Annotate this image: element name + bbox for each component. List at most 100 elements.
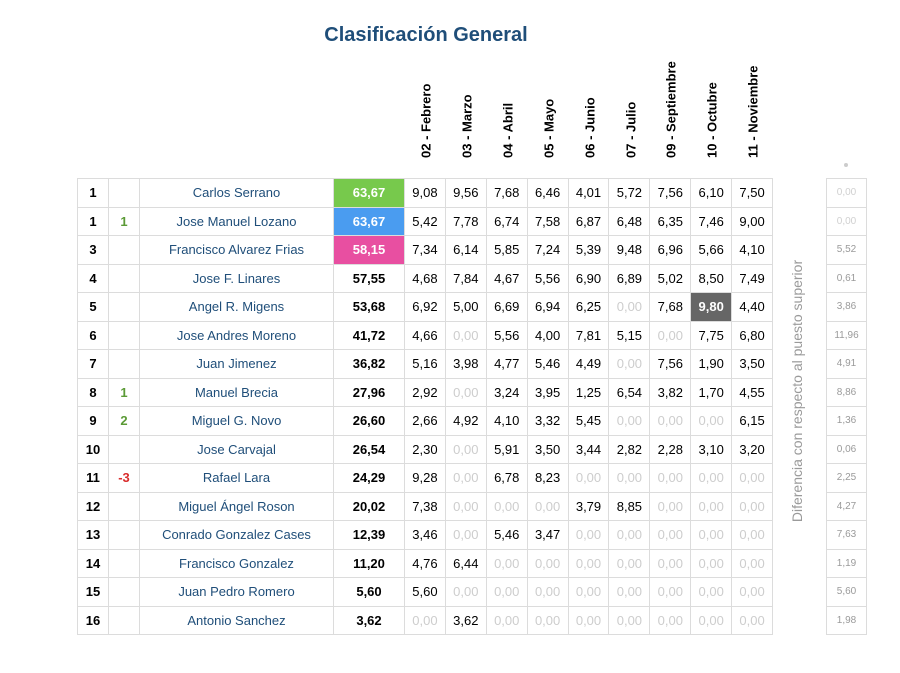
round-score: 6,94	[526, 292, 569, 322]
table-row: 15 Juan Pedro Romero 5,60 5,60 0,00 0,00 0,00 0…	[77, 577, 774, 607]
round-score: 5,45	[567, 406, 610, 436]
diff-value: 11,96	[826, 320, 867, 350]
round-score: 2,30	[404, 434, 446, 464]
player-name: Jose Carvajal	[139, 434, 334, 464]
change-cell: 1	[108, 206, 140, 236]
position-cell: 13	[77, 520, 109, 550]
round-score: 3,10	[690, 434, 733, 464]
total-score: 24,29	[333, 463, 405, 493]
player-name: Juan Pedro Romero	[139, 577, 334, 607]
round-score: 0,00	[731, 548, 774, 578]
table-row: 11 -3 Rafael Lara 24,29 9,28 0,00 6,78 8,23 0,00…	[77, 463, 774, 493]
table-row: 10 Jose Carvajal 26,54 2,30 0,00 5,91 3,50 3,44…	[77, 434, 774, 464]
position-cell: 5	[77, 292, 109, 322]
round-score: 7,75	[690, 320, 733, 350]
round-score: 9,00	[731, 206, 774, 236]
round-score: 7,58	[526, 206, 569, 236]
round-score: 4,10	[731, 235, 774, 265]
round-score: 3,79	[567, 491, 610, 521]
position-cell: 4	[77, 263, 109, 293]
round-score: 0,00	[649, 406, 692, 436]
round-score: 4,49	[567, 349, 610, 379]
position-cell: 9	[77, 406, 109, 436]
table-row: 12 Miguel Ángel Roson 20,02 7,38 0,00 0,00 0,0…	[77, 491, 774, 521]
table-row: 3 Francisco Alvarez Frias 58,15 7,34 6,14 5,8…	[77, 235, 774, 265]
round-score: 0,00	[567, 520, 610, 550]
round-score: 0,00	[608, 520, 651, 550]
round-score: 5,66	[690, 235, 733, 265]
round-score: 2,66	[404, 406, 446, 436]
round-score: 3,95	[526, 377, 569, 407]
diff-row: 8,86	[826, 377, 867, 407]
round-score: 0,00	[690, 548, 733, 578]
diff-value: 0,00	[826, 178, 867, 208]
round-score: 0,00	[485, 605, 528, 635]
change-cell	[108, 292, 140, 322]
round-score: 5,15	[608, 320, 651, 350]
round-score: 0,00	[444, 463, 487, 493]
round-score: 0,00	[444, 491, 487, 521]
round-score: 6,87	[567, 206, 610, 236]
round-score: 0,00	[690, 491, 733, 521]
page-title: Clasificación General	[324, 24, 528, 46]
round-score: 7,78	[444, 206, 487, 236]
round-score: 6,69	[485, 292, 528, 322]
total-score: 41,72	[333, 320, 405, 350]
round-header-label: 07 - Julio	[623, 101, 638, 158]
round-score: 2,82	[608, 434, 651, 464]
diff-value: 7,63	[826, 520, 867, 550]
round-header-label: 04 - Abril	[500, 102, 516, 158]
round-header-label: 10 - Octubre	[704, 82, 720, 158]
position-cell: 7	[77, 349, 109, 379]
round-header: 02 - Febrero	[406, 60, 446, 175]
diff-row: 7,63	[826, 520, 867, 550]
round-score: 5,39	[567, 235, 610, 265]
diff-row: 2,25	[826, 463, 867, 493]
table-row: 4 Jose F. Linares 57,55 4,68 7,84 4,67 5,56 6,9…	[77, 263, 774, 293]
round-score: 0,00	[608, 577, 651, 607]
round-score: 6,25	[567, 292, 610, 322]
diff-row: 1,19	[826, 548, 867, 578]
round-score: 0,00	[690, 463, 733, 493]
player-name: Antonio Sanchez	[139, 605, 334, 635]
player-name: Carlos Serrano	[139, 178, 334, 208]
round-score: 4,92	[444, 406, 487, 436]
round-score: 7,24	[526, 235, 569, 265]
player-name: Juan Jimenez	[139, 349, 334, 379]
round-score: 0,00	[444, 577, 487, 607]
table-row: 16 Antonio Sanchez 3,62 0,00 3,62 0,00 0,00 0,0…	[77, 605, 774, 635]
total-score: 26,54	[333, 434, 405, 464]
round-score: 5,46	[526, 349, 569, 379]
round-score: 0,00	[649, 491, 692, 521]
table-row: 7 Juan Jimenez 36,82 5,16 3,98 4,77 5,46 4,49 0,…	[77, 349, 774, 379]
round-score: 3,50	[731, 349, 774, 379]
round-score: 4,67	[485, 263, 528, 293]
diff-row: 0,00	[826, 178, 867, 208]
diff-row: 4,91	[826, 349, 867, 379]
change-cell	[108, 434, 140, 464]
round-score: 6,80	[731, 320, 774, 350]
round-score: 0,00	[444, 377, 487, 407]
round-score: 5,56	[485, 320, 528, 350]
change-cell	[108, 178, 140, 208]
total-score: 63,67	[333, 206, 405, 236]
diff-value: 5,60	[826, 577, 867, 607]
round-score: 0,00	[690, 605, 733, 635]
round-header: 09 - Septiembre	[651, 60, 691, 175]
change-cell	[108, 320, 140, 350]
round-header: 07 - Julio	[611, 60, 651, 175]
player-name: Jose Andres Moreno	[139, 320, 334, 350]
round-score: 1,70	[690, 377, 733, 407]
round-score: 3,46	[404, 520, 446, 550]
diff-value: 5,52	[826, 235, 867, 265]
diff-column-label: Diferencia con respecto al puesto superi…	[789, 259, 805, 523]
diff-value: 8,86	[826, 377, 867, 407]
round-score: 0,00	[690, 406, 733, 436]
round-score: 3,98	[444, 349, 487, 379]
total-score: 53,68	[333, 292, 405, 322]
round-score: 7,50	[731, 178, 774, 208]
player-name: Jose F. Linares	[139, 263, 334, 293]
diff-row: 5,60	[826, 577, 867, 607]
diff-row: 5,52	[826, 235, 867, 265]
diff-value: 0,00	[826, 206, 867, 236]
